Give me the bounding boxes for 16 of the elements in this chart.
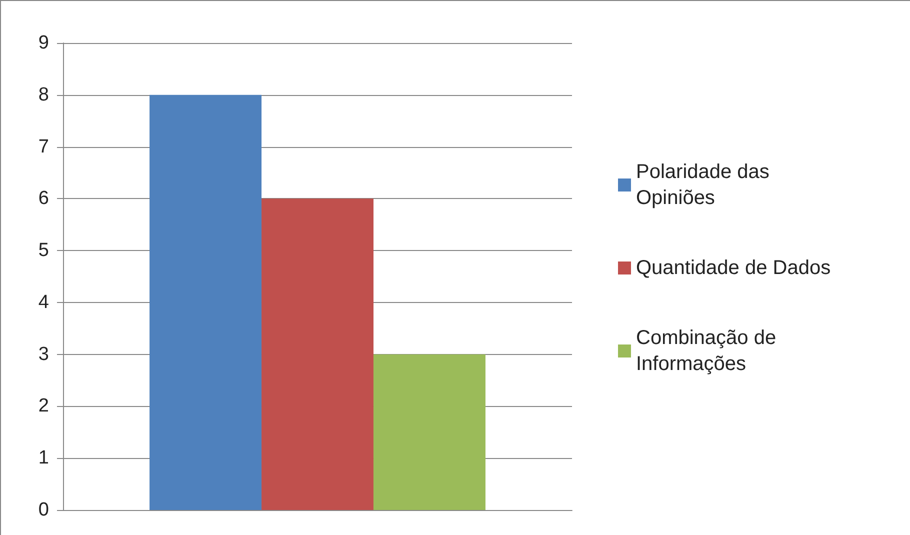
bar: [150, 94, 262, 510]
bar: [373, 354, 486, 510]
y-tick-label: 1: [38, 448, 49, 469]
y-tick-label: 3: [38, 344, 49, 365]
y-tick-label: 9: [38, 32, 49, 54]
y-tick-label: 7: [38, 136, 49, 158]
y-tick-label: 0: [38, 500, 49, 520]
y-tick-label: 2: [38, 396, 49, 417]
legend-label: Polaridade das Opiniões: [636, 161, 775, 209]
y-tick-label: 5: [38, 240, 49, 262]
y-tick-label: 4: [38, 292, 50, 313]
y-tick-label: 8: [38, 84, 49, 106]
bar: [262, 198, 374, 510]
legend-label: Quantidade de Dados: [636, 257, 831, 279]
legend-label: Combinação de Informações: [636, 327, 782, 375]
y-tick-label: 6: [38, 188, 49, 210]
